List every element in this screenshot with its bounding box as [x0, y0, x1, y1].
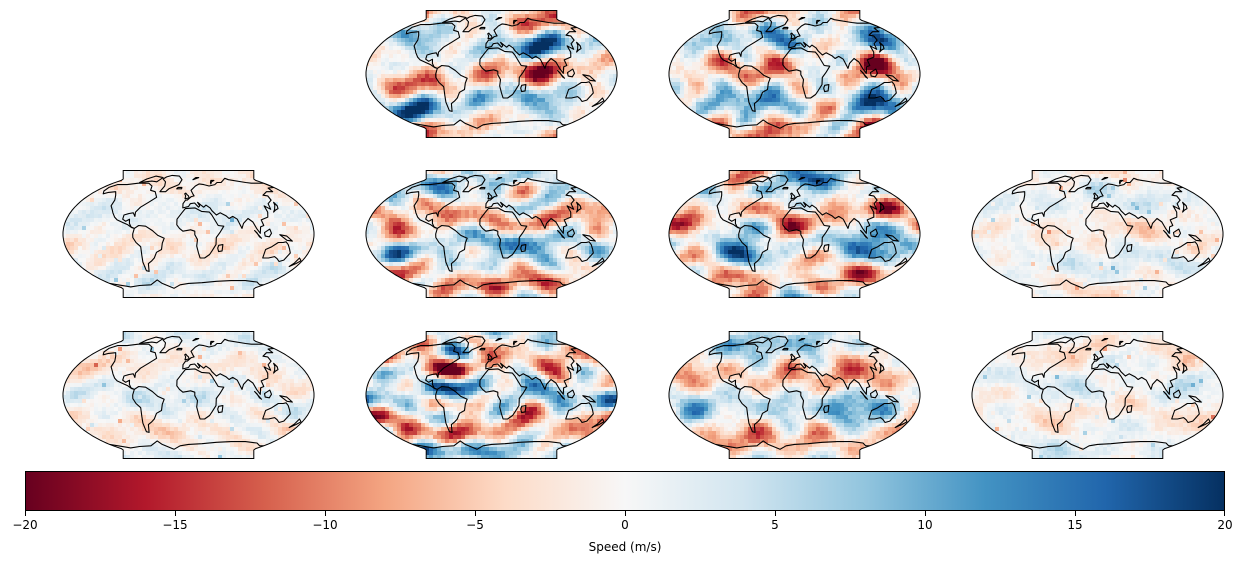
- globe-outline: [365, 10, 618, 138]
- colorbar: [25, 471, 1225, 511]
- colorbar-tick-label: −15: [162, 518, 187, 532]
- world-map-r3c2: [365, 331, 618, 459]
- colorbar-tick: [625, 511, 626, 516]
- map-panel-row3-col4: [971, 331, 1224, 459]
- colorbar-tick-label: 20: [1217, 518, 1232, 532]
- colorbar-tick-label: −10: [312, 518, 337, 532]
- colorbar-tick: [775, 511, 776, 516]
- map-panel-row1-col3: [668, 10, 921, 138]
- world-map-r1c2: [365, 10, 618, 138]
- colorbar-label: Speed (m/s): [589, 540, 662, 554]
- globe-outline: [365, 170, 618, 298]
- world-map-r2c3: [668, 170, 921, 298]
- map-panel-row2-col4: [971, 170, 1224, 298]
- world-map-r3c4: [971, 331, 1224, 459]
- globe-outline: [971, 170, 1224, 298]
- colorbar-tick: [475, 511, 476, 516]
- map-panel-row3-col2: [365, 331, 618, 459]
- colorbar-tick-label: −20: [12, 518, 37, 532]
- globe-outline: [62, 170, 315, 298]
- world-map-r3c3: [668, 331, 921, 459]
- map-panel-row2-col2: [365, 170, 618, 298]
- world-map-r3c1: [62, 331, 315, 459]
- map-panel-row3-col3: [668, 331, 921, 459]
- world-map-r2c1: [62, 170, 315, 298]
- map-panel-row3-col1: [62, 331, 315, 459]
- colorbar-tick: [1224, 511, 1225, 516]
- map-panel-row2-col3: [668, 170, 921, 298]
- colorbar-tick: [1075, 511, 1076, 516]
- colorbar-tick-label: 0: [621, 518, 629, 532]
- colorbar-tick-label: 10: [917, 518, 932, 532]
- colorbar-tick-label: 5: [771, 518, 779, 532]
- colorbar-tick: [925, 511, 926, 516]
- colorbar-tick: [25, 511, 26, 516]
- world-map-r2c2: [365, 170, 618, 298]
- colorbar-tick-label: −5: [466, 518, 484, 532]
- colorbar-gradient: [25, 471, 1225, 511]
- globe-outline: [365, 331, 618, 459]
- colorbar-tick: [175, 511, 176, 516]
- globe-outline: [62, 331, 315, 459]
- map-panel-row1-col2: [365, 10, 618, 138]
- globe-outline: [668, 331, 921, 459]
- globe-outline: [668, 10, 921, 138]
- world-map-r1c3: [668, 10, 921, 138]
- world-map-r2c4: [971, 170, 1224, 298]
- colorbar-tick: [325, 511, 326, 516]
- map-panel-row2-col1: [62, 170, 315, 298]
- globe-outline: [668, 170, 921, 298]
- colorbar-tick-label: 15: [1067, 518, 1082, 532]
- globe-outline: [971, 331, 1224, 459]
